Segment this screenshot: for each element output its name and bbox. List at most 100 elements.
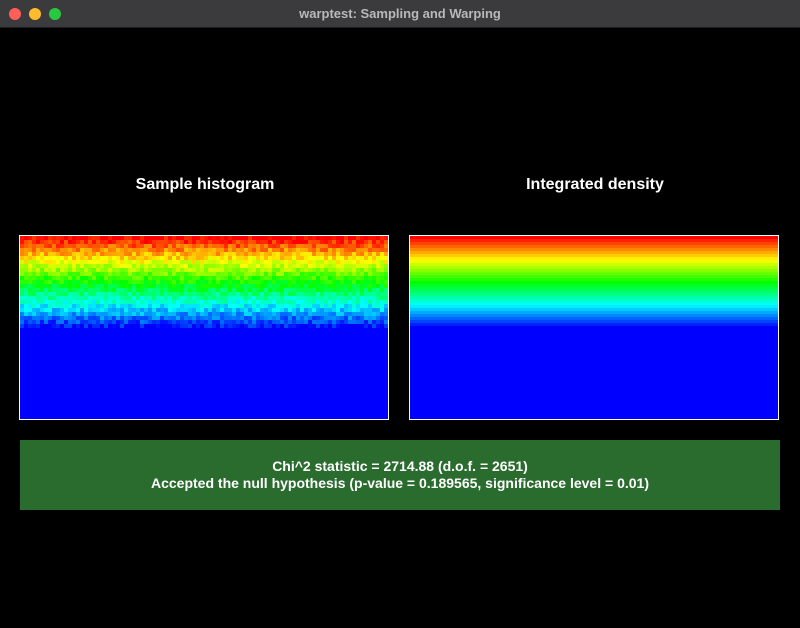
histogram-cell [368, 244, 372, 248]
histogram-cell [276, 292, 280, 296]
title-bar[interactable]: warptest: Sampling and Warping [0, 0, 800, 28]
histogram-cell [280, 248, 284, 252]
histogram-cell [176, 300, 180, 304]
histogram-cell [280, 264, 284, 268]
histogram-cell [308, 248, 312, 252]
histogram-cell [372, 268, 376, 272]
histogram-cell [124, 240, 128, 244]
histogram-cell [316, 320, 320, 324]
zoom-window-button[interactable] [49, 8, 61, 20]
histogram-cell [284, 272, 288, 276]
histogram-cell [196, 240, 200, 244]
histogram-cell [296, 304, 300, 308]
histogram-cell [40, 256, 44, 260]
histogram-cell [320, 304, 324, 308]
histogram-cell [96, 252, 100, 256]
histogram-cell [356, 292, 360, 296]
histogram-cell [272, 240, 276, 244]
histogram-cell [228, 240, 232, 244]
histogram-cell [200, 296, 204, 300]
histogram-cell [220, 320, 224, 324]
histogram-cell [204, 320, 208, 324]
histogram-cell [184, 252, 188, 256]
density-band [410, 293, 778, 296]
histogram-cell [368, 312, 372, 316]
histogram-cell [36, 244, 40, 248]
histogram-cell [208, 300, 212, 304]
histogram-cell [336, 320, 340, 324]
histogram-cell [312, 272, 316, 276]
histogram-cell [196, 324, 200, 328]
histogram-cell [60, 300, 64, 304]
density-band [410, 257, 778, 260]
histogram-cell [204, 240, 208, 244]
histogram-cell [76, 324, 80, 328]
histogram-cell [236, 288, 240, 292]
histogram-cell [68, 296, 72, 300]
histogram-cell [324, 240, 328, 244]
histogram-cell [276, 268, 280, 272]
histogram-cell [112, 292, 116, 296]
histogram-cell [328, 244, 332, 248]
histogram-cell [368, 240, 372, 244]
histogram-cell [384, 240, 388, 244]
histogram-cell [132, 264, 136, 268]
histogram-cell [168, 288, 172, 292]
histogram-cell [272, 256, 276, 260]
histogram-cell [176, 308, 180, 312]
density-band [410, 305, 778, 308]
histogram-cell [108, 268, 112, 272]
histogram-cell [88, 284, 92, 288]
histogram-cell [260, 280, 264, 284]
histogram-cell [44, 276, 48, 280]
histogram-cell [372, 312, 376, 316]
histogram-cell [248, 260, 252, 264]
histogram-cell [228, 280, 232, 284]
histogram-cell [212, 276, 216, 280]
histogram-cell [80, 240, 84, 244]
histogram-cell [52, 276, 56, 280]
histogram-cell [276, 244, 280, 248]
histogram-cell [332, 292, 336, 296]
histogram-cell [56, 244, 60, 248]
histogram-cell [156, 276, 160, 280]
histogram-cell [176, 312, 180, 316]
histogram-cell [104, 324, 108, 328]
histogram-cell [296, 324, 300, 328]
histogram-cell [364, 308, 368, 312]
histogram-cell [284, 248, 288, 252]
histogram-cell [384, 320, 388, 324]
histogram-cell [92, 248, 96, 252]
histogram-cell [172, 264, 176, 268]
histogram-cell [308, 244, 312, 248]
histogram-cell [168, 308, 172, 312]
histogram-cell [276, 276, 280, 280]
minimize-window-button[interactable] [29, 8, 41, 20]
histogram-cell [380, 252, 384, 256]
histogram-cell [184, 244, 188, 248]
histogram-cell [252, 256, 256, 260]
histogram-cell [132, 252, 136, 256]
histogram-cell [316, 268, 320, 272]
histogram-cell [176, 256, 180, 260]
histogram-cell [40, 236, 44, 240]
histogram-cell [140, 308, 144, 312]
histogram-cell [180, 316, 184, 320]
histogram-cell [244, 312, 248, 316]
histogram-cell [288, 236, 292, 240]
histogram-cell [340, 300, 344, 304]
histogram-cell [124, 304, 128, 308]
histogram-cell [180, 292, 184, 296]
histogram-cell [316, 240, 320, 244]
histogram-cell [152, 240, 156, 244]
close-window-button[interactable] [9, 8, 21, 20]
histogram-cell [140, 248, 144, 252]
histogram-cell [280, 276, 284, 280]
histogram-cell [372, 260, 376, 264]
histogram-cell [152, 236, 156, 240]
histogram-cell [76, 236, 80, 240]
histogram-cell [160, 316, 164, 320]
histogram-cell [72, 324, 76, 328]
histogram-cell [244, 316, 248, 320]
histogram-cell [380, 240, 384, 244]
